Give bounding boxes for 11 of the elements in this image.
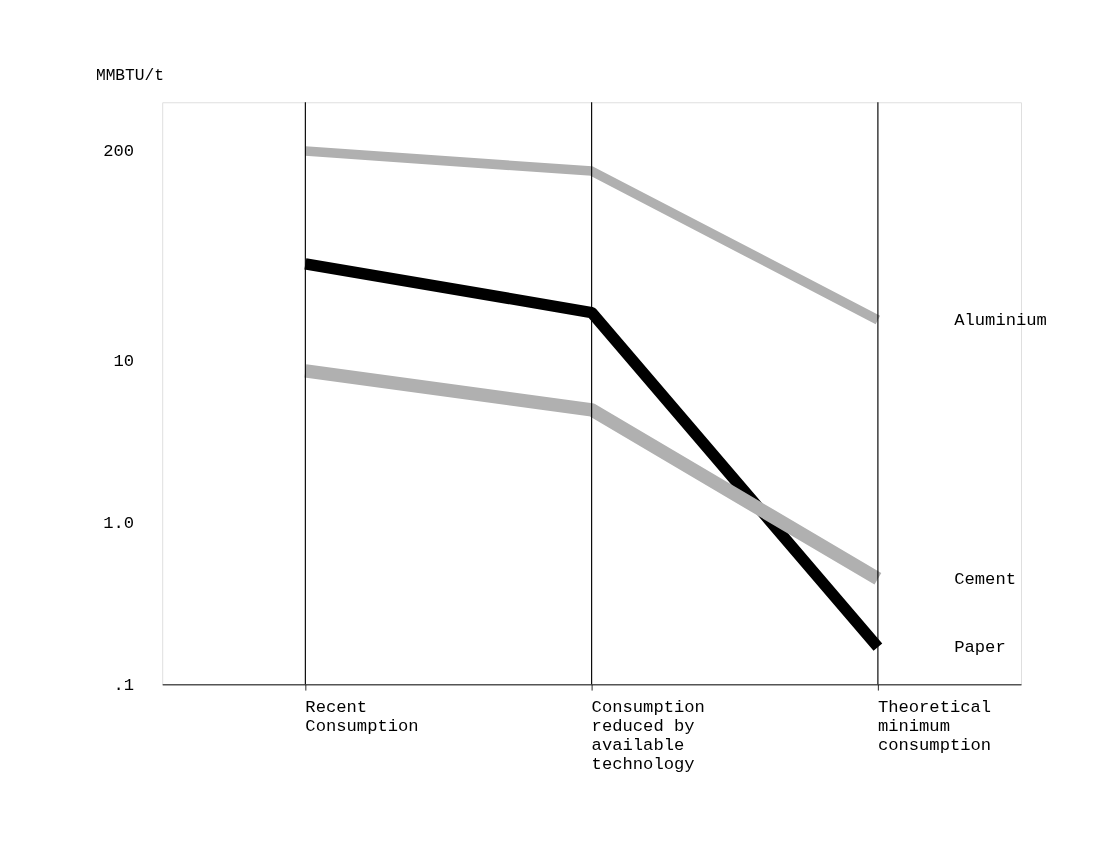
y-tick-label: .1 — [113, 675, 135, 695]
x-tick-label: Theoretical minimum consumption — [877, 697, 992, 755]
y-tick-label: 10 — [113, 352, 135, 372]
text: Paper — [954, 637, 1006, 657]
x-tick-label: Consumption reduced by available technology — [591, 697, 705, 774]
y-tick-label: 200 — [103, 142, 135, 162]
x-tick-label: Recent Consumption — [305, 697, 419, 736]
text: Cement — [954, 569, 1017, 589]
y-axis-title: MMBTU/t — [95, 65, 165, 85]
y-tick-label: 1.0 — [103, 514, 135, 534]
text: Aluminium — [954, 310, 1047, 330]
